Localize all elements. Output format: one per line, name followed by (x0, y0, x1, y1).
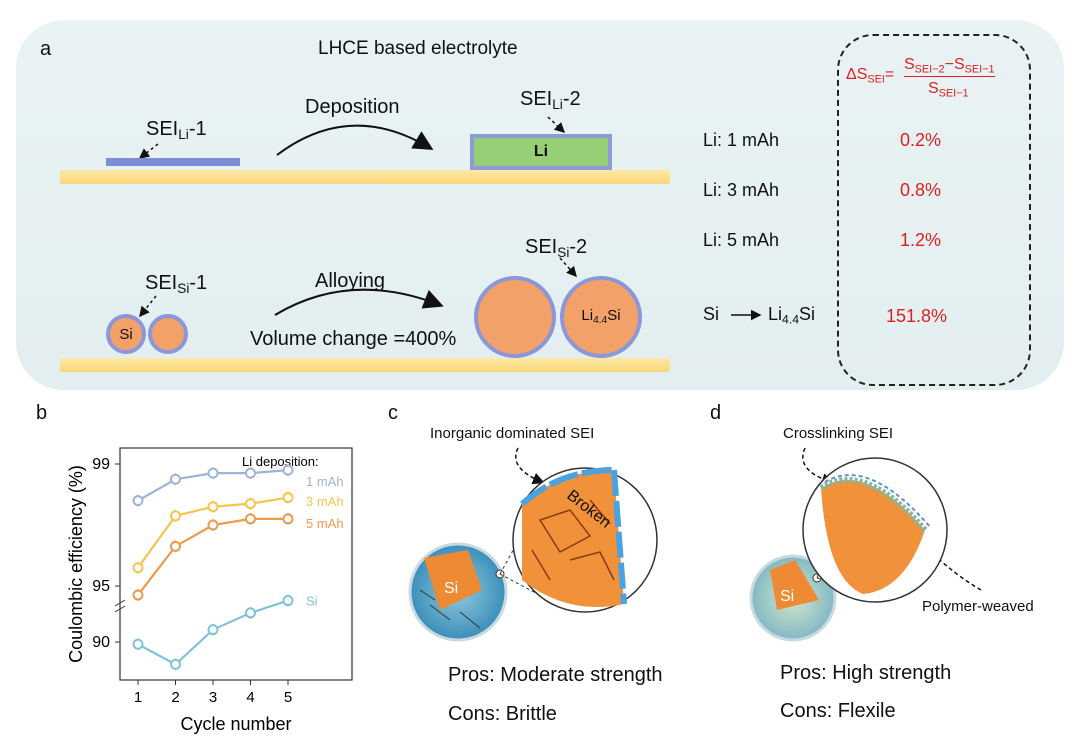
sei-si1-leader (139, 295, 157, 318)
data-point (245, 513, 256, 525)
sei-li-2-label: SEILi-2 (520, 88, 581, 113)
row-li-5mah-value: 1.2% (900, 230, 942, 250)
sei-li-1-label: SEILi-1 (146, 118, 207, 143)
data-point (132, 638, 144, 650)
x-tick-label: 2 (171, 689, 179, 706)
panel-d-label: d (710, 402, 722, 424)
data-point (170, 658, 181, 670)
inorganic-sei-label: Inorganic dominated SEI (430, 425, 595, 442)
formula-box (837, 34, 1031, 386)
row-si-value: 151.8% (886, 306, 948, 326)
row-li-5mah-label: Li: 5 mAh (703, 230, 780, 250)
data-point (282, 513, 294, 525)
row-li-1mah-value: 0.2% (900, 130, 942, 150)
sei-si2-leader (559, 257, 577, 278)
sei-li-1-film (106, 158, 240, 166)
si-substrate (60, 358, 670, 372)
plot-frame (119, 447, 353, 681)
deposition-arrow (276, 124, 434, 156)
brittle-sei-illustration (408, 447, 658, 642)
sei-li2-leader (547, 116, 566, 134)
row-li-3mah-value: 0.8% (900, 180, 942, 200)
data-point (245, 498, 256, 510)
li-substrate (60, 170, 670, 184)
panel-c-cons: Cons: Brittle (448, 703, 557, 725)
data-point (207, 519, 219, 531)
panel-c-label: c (388, 402, 398, 424)
x-axis-label: Cycle number (180, 714, 291, 734)
sei-si-2-label: SEISi-2 (525, 236, 588, 261)
si-particle-small-1: Si (106, 314, 146, 354)
ce-chart: 90 95 99 1 2 3 4 5 Cycle number Coulombic efficie… (66, 447, 353, 734)
sei-si-1-label: SEISi-1 (145, 272, 208, 297)
y-tick-label: 99 (92, 456, 110, 473)
li-deposit-block: Li (470, 134, 612, 170)
data-point (207, 467, 219, 479)
crosslinking-sei-label: Crosslinking SEI (783, 425, 894, 442)
alloying-arrow (274, 288, 444, 316)
data-point (170, 510, 181, 522)
axis-break-mark (114, 605, 126, 613)
y-tick-label: 95 (92, 578, 110, 595)
crosslinked-sei-illustration (749, 447, 982, 642)
panel-c-pros: Pros: Moderate strength (448, 664, 663, 686)
x-tick-label: 5 (284, 689, 292, 706)
data-point (245, 467, 256, 479)
data-point (132, 589, 144, 601)
polymer-weaved-label: Polymer-weaved (922, 598, 1034, 615)
series-label-1: 3 mAh (306, 494, 344, 509)
data-point (282, 464, 294, 476)
x-tick-label: 3 (209, 689, 217, 706)
alloying-label: Alloying (315, 270, 386, 292)
data-point (282, 492, 294, 504)
data-point (170, 473, 181, 485)
y-axis-label: Coulombic efficiency (%) (66, 465, 86, 663)
data-point (170, 540, 181, 552)
legend-title: Li deposition: (242, 454, 319, 469)
series-label-0: 1 mAh (306, 474, 344, 489)
row-li-1mah-label: Li: 1 mAh (703, 130, 780, 150)
row-si-left: Si (703, 304, 720, 324)
panel-a-label: a (40, 38, 52, 60)
data-point (245, 607, 256, 619)
series-label-2: 5 mAh (306, 516, 344, 531)
panel-d-pros: Pros: High strength (780, 662, 952, 684)
data-point (132, 562, 144, 574)
deposition-label: Deposition (305, 96, 400, 118)
panel-a-arrows (138, 116, 762, 321)
x-tick-label: 1 (134, 689, 142, 706)
panel-d-si-core: Si (780, 588, 795, 605)
x-tick-label: 4 (246, 689, 254, 706)
axis-break-mark (114, 599, 126, 607)
data-point (207, 624, 219, 636)
si-particle-small-2 (148, 314, 188, 354)
panel-d-cons: Cons: Flexile (780, 700, 896, 722)
lithiated-si-particle-2: Li4.4Si (560, 276, 642, 358)
series-label-3: Si (306, 594, 318, 609)
y-tick-label: 90 (92, 634, 110, 651)
panel-c-si-core: Si (444, 580, 459, 597)
row-si-right: Li4.4Si (768, 304, 816, 327)
data-point (207, 501, 219, 513)
row-li-3mah-label: Li: 3 mAh (703, 180, 780, 200)
lithiated-si-particle-1 (474, 276, 556, 358)
data-point (132, 495, 144, 507)
sei-li1-leader (138, 143, 159, 159)
panel-b-label: b (36, 402, 48, 424)
volume-change-label: Volume change =400% (250, 328, 457, 350)
data-point (282, 595, 294, 607)
panel-a-title: LHCE based electrolyte (318, 38, 518, 59)
